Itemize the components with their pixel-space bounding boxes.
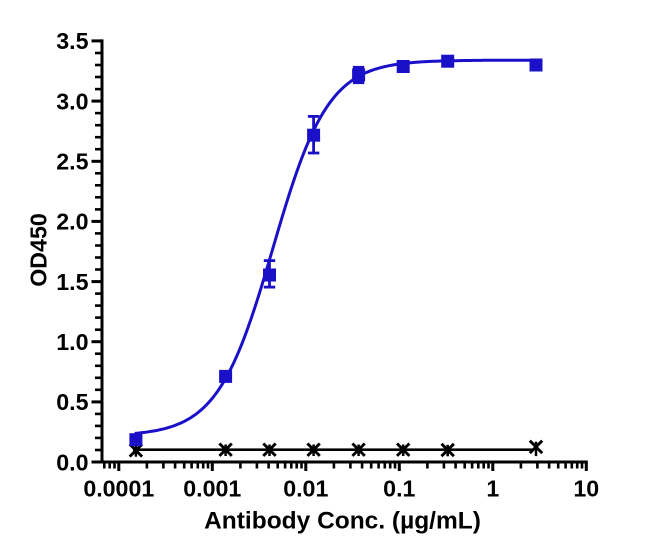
svg-text:1.0: 1.0 — [56, 329, 88, 355]
svg-text:0.1: 0.1 — [383, 476, 415, 502]
svg-text:0.01: 0.01 — [283, 476, 328, 502]
svg-text:2.5: 2.5 — [56, 149, 88, 175]
svg-text:0.0001: 0.0001 — [83, 476, 154, 502]
svg-text:3.5: 3.5 — [56, 28, 88, 54]
svg-text:1: 1 — [486, 476, 499, 502]
svg-text:1.5: 1.5 — [56, 269, 88, 295]
svg-text:0.5: 0.5 — [56, 389, 88, 415]
svg-text:0.0: 0.0 — [56, 449, 88, 475]
svg-text:OD450: OD450 — [26, 213, 52, 286]
svg-text:0.001: 0.001 — [183, 476, 241, 502]
svg-text:Antibody Conc. (µg/mL): Antibody Conc. (µg/mL) — [204, 508, 481, 535]
svg-text:10: 10 — [573, 476, 599, 502]
svg-text:3.0: 3.0 — [56, 88, 88, 114]
svg-text:2.0: 2.0 — [56, 209, 88, 235]
